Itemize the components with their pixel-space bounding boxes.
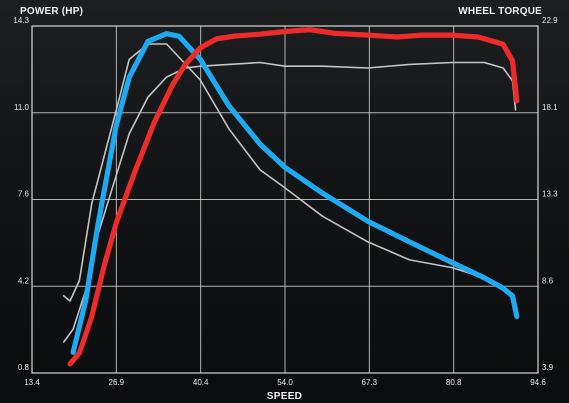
series-line-2 (62, 61, 517, 343)
y-left-tick-label: 14.3 (13, 16, 29, 25)
x-tick-label: 40.4 (193, 378, 209, 387)
y-right-tick-label: 18.1 (542, 103, 558, 112)
y-right-tick-label: 22.9 (542, 16, 558, 25)
y-left-tick-label: 0.8 (18, 363, 30, 372)
y-right-tick-label: 8.6 (542, 276, 554, 285)
y-left-tick-label: 11.0 (14, 103, 30, 112)
x-tick-label: 80.8 (446, 378, 462, 387)
x-tick-label: 26.9 (109, 378, 125, 387)
x-tick-label: 54.0 (277, 378, 293, 387)
series-line-3 (62, 43, 514, 302)
series-line-0 (67, 27, 520, 367)
torque-axis-title: WHEEL TORQUE (458, 6, 542, 17)
speed-axis-title: SPEED (266, 391, 303, 402)
y-left-tick-label: 7.6 (18, 190, 30, 199)
y-right-tick-label: 13.3 (542, 190, 558, 199)
series-line-1 (70, 31, 520, 355)
x-tick-label: 67.3 (362, 378, 378, 387)
power-axis-title: POWER (HP) (20, 6, 84, 17)
y-left-tick-label: 4.2 (18, 276, 30, 285)
y-right-tick-label: 3.9 (542, 363, 554, 372)
x-tick-label: 94.6 (530, 378, 546, 387)
x-tick-label: 13.4 (24, 378, 40, 387)
